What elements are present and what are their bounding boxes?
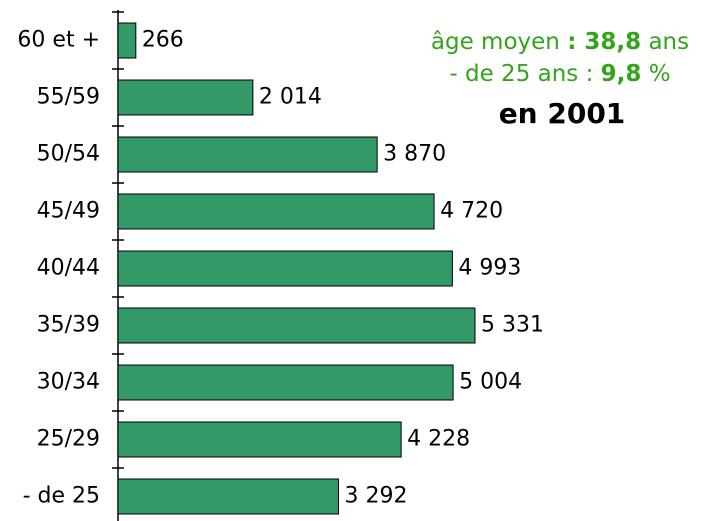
y-tick-label: 60 et +: [17, 28, 100, 53]
bar: [117, 478, 339, 515]
chart-title: en 2001: [499, 97, 626, 130]
bar: [117, 22, 137, 59]
bar: [117, 193, 435, 230]
annotation-part: âge moyen: [431, 29, 567, 55]
value-label: 2 014: [259, 85, 322, 110]
bar: [117, 136, 378, 173]
value-label: 5 004: [459, 370, 522, 395]
bar: [117, 79, 254, 116]
y-tick-label: 45/49: [37, 199, 100, 224]
y-tick-label: 40/44: [37, 256, 100, 281]
bar: [117, 250, 453, 287]
y-tick-label: 50/54: [37, 142, 100, 167]
bar: [117, 421, 402, 458]
value-label: 4 720: [440, 199, 503, 224]
annotation: âge moyen : 38,8 ans: [431, 29, 689, 55]
value-label: 3 292: [344, 484, 407, 509]
annotation-part: 9,8: [601, 61, 642, 87]
annotation: - de 25 ans : 9,8 %: [449, 61, 670, 87]
value-label: 266: [142, 28, 184, 53]
value-label: 3 870: [383, 142, 446, 167]
y-tick-label: 30/34: [37, 370, 100, 395]
annotation-part: - de 25 ans :: [449, 61, 600, 87]
value-label: 4 228: [407, 427, 470, 452]
bar: [117, 307, 476, 344]
y-tick-label: - de 25: [23, 484, 100, 509]
y-tick-label: 25/29: [37, 427, 100, 452]
value-label: 4 993: [458, 256, 521, 281]
y-tick-label: 55/59: [37, 85, 100, 110]
bar: [117, 364, 454, 401]
y-tick-label: 35/39: [37, 313, 100, 338]
annotation-part: : 38,8: [567, 29, 641, 55]
annotation-part: ans: [641, 29, 689, 55]
value-label: 5 331: [481, 313, 544, 338]
annotation-part: %: [641, 61, 670, 87]
